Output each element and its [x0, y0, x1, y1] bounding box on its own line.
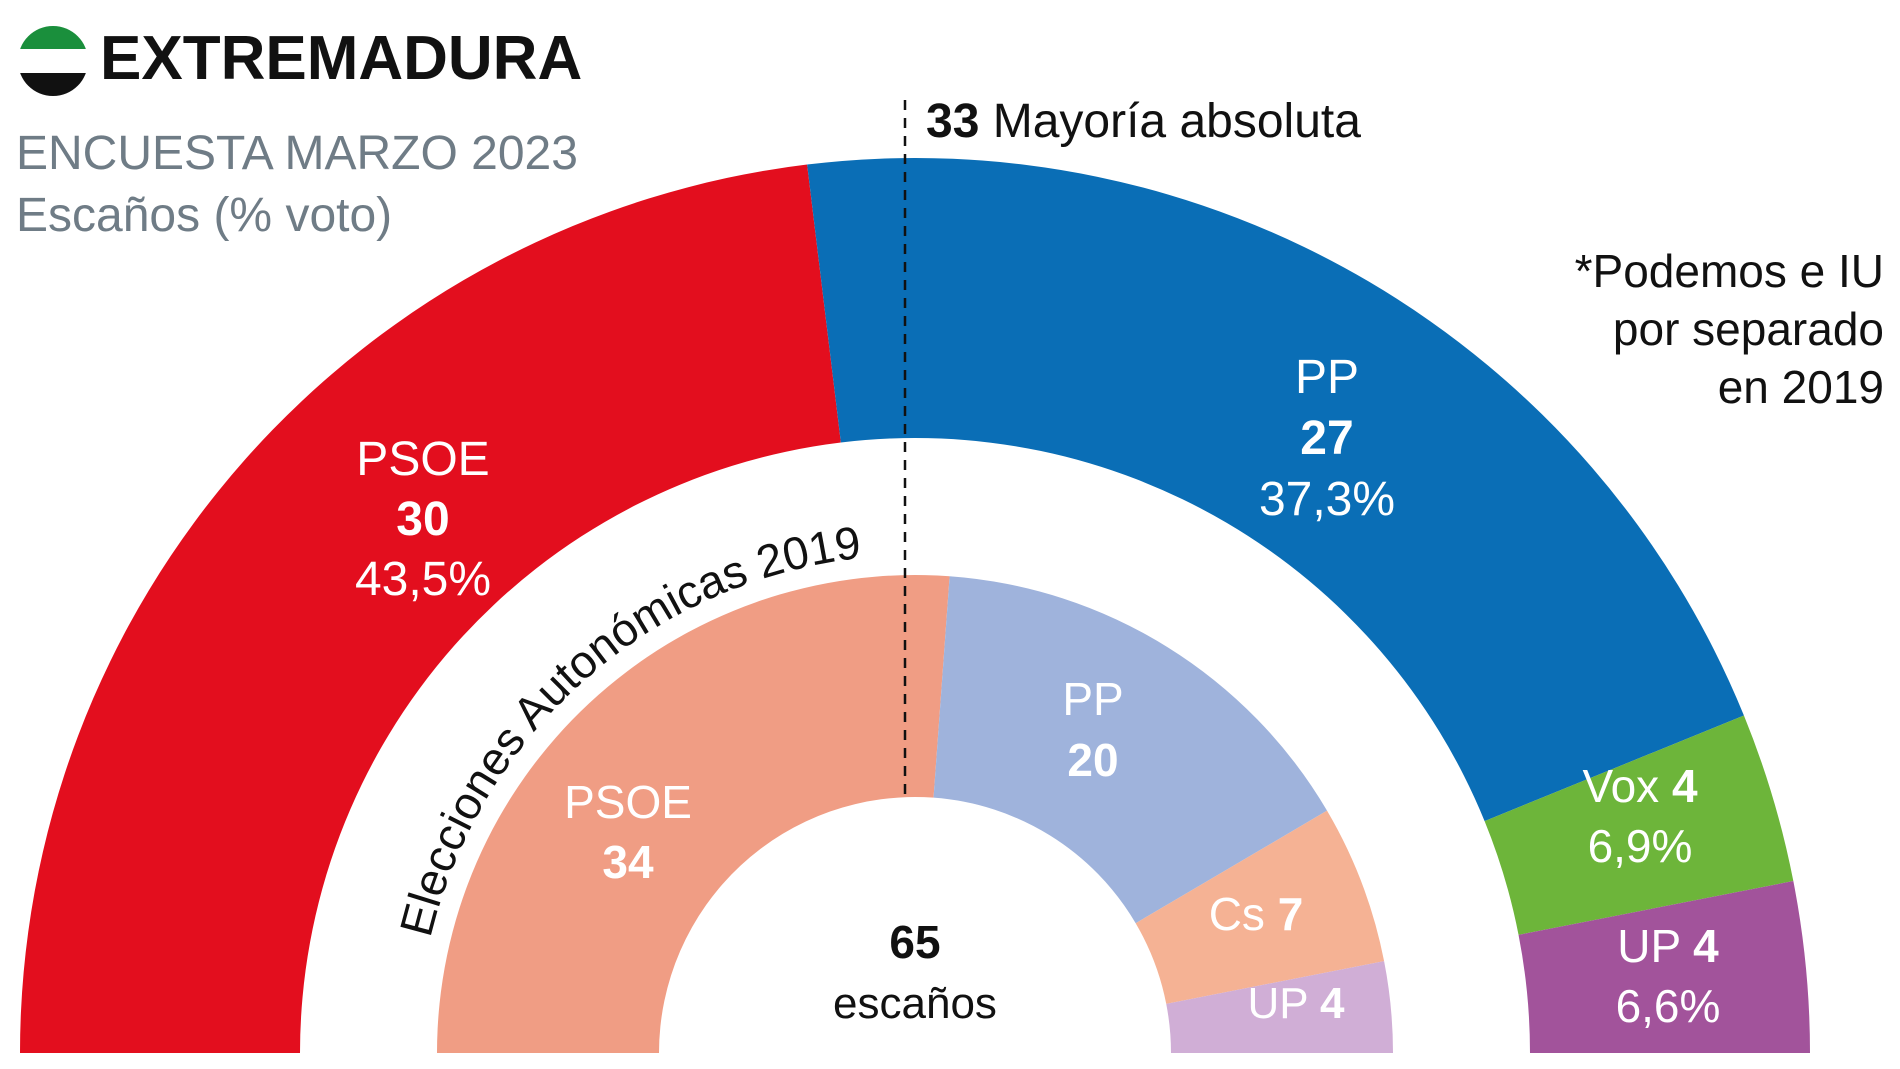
label-2023-up-pct: 6,6% — [1616, 980, 1721, 1032]
majority-seats: 33 — [926, 95, 980, 148]
chart-title: EXTREMADURA — [100, 24, 583, 93]
label-2023-psoe-name: PSOE — [356, 433, 489, 486]
label-2023-psoe-pct: 43,5% — [355, 553, 491, 606]
label-2023-pp-name: PP — [1295, 351, 1359, 404]
majority-label: 33 Mayoría absoluta — [926, 94, 1361, 150]
label-2023-up-name-seats: UP 4 — [1617, 920, 1719, 972]
slice-2023-pp — [807, 158, 1744, 822]
unit-label: Escaños (% voto) — [16, 189, 393, 242]
label-2019-pp-seats: 20 — [1067, 734, 1118, 786]
label-2019-psoe-seats: 34 — [602, 836, 654, 888]
slice-2019-psoe — [437, 574, 950, 1053]
label-2019-pp-name: PP — [1062, 673, 1123, 725]
slice-2023-psoe — [20, 164, 841, 1053]
label-2019-cs-name-seats: Cs 7 — [1209, 888, 1304, 940]
extremadura-flag-icon — [18, 26, 88, 96]
label-2023-psoe-seats: 30 — [396, 493, 449, 546]
chart-subtitle: ENCUESTA MARZO 2023 — [16, 127, 578, 180]
footnote-line-3: en 2019 — [1717, 361, 1884, 413]
slice-2019-cs — [1135, 810, 1385, 1004]
center-total-seats: 65 — [889, 916, 940, 968]
majority-text: Mayoría absoluta — [992, 95, 1361, 148]
footnote: *Podemos e IU por separado en 2019 — [1464, 242, 1884, 416]
slice-2023-vox — [1484, 715, 1794, 935]
chart-labels: PSOE 30 43,5% PP 27 37,3% Vox 4 6,9% UP 4 6,6% PSO… — [355, 351, 1720, 1032]
ring-encuesta-2023 — [20, 158, 1810, 1053]
ring-elecciones-2019 — [437, 574, 1393, 1053]
label-2023-vox-pct: 6,9% — [1588, 820, 1693, 872]
label-2023-vox-name-seats: Vox 4 — [1582, 760, 1698, 812]
label-2023-pp-pct: 37,3% — [1259, 473, 1395, 526]
slice-2023-up — [1518, 881, 1810, 1053]
label-2019-up-name-seats: UP 4 — [1247, 979, 1345, 1028]
label-2019-psoe-name: PSOE — [564, 776, 692, 828]
footnote-line-2: por separado — [1612, 303, 1884, 355]
slice-2019-up — [1166, 961, 1393, 1053]
center-total-label: escaños — [833, 979, 997, 1028]
footnote-line-1: *Podemos e IU — [1574, 245, 1884, 297]
label-2023-pp-seats: 27 — [1300, 412, 1353, 465]
slice-2019-pp — [933, 576, 1328, 924]
